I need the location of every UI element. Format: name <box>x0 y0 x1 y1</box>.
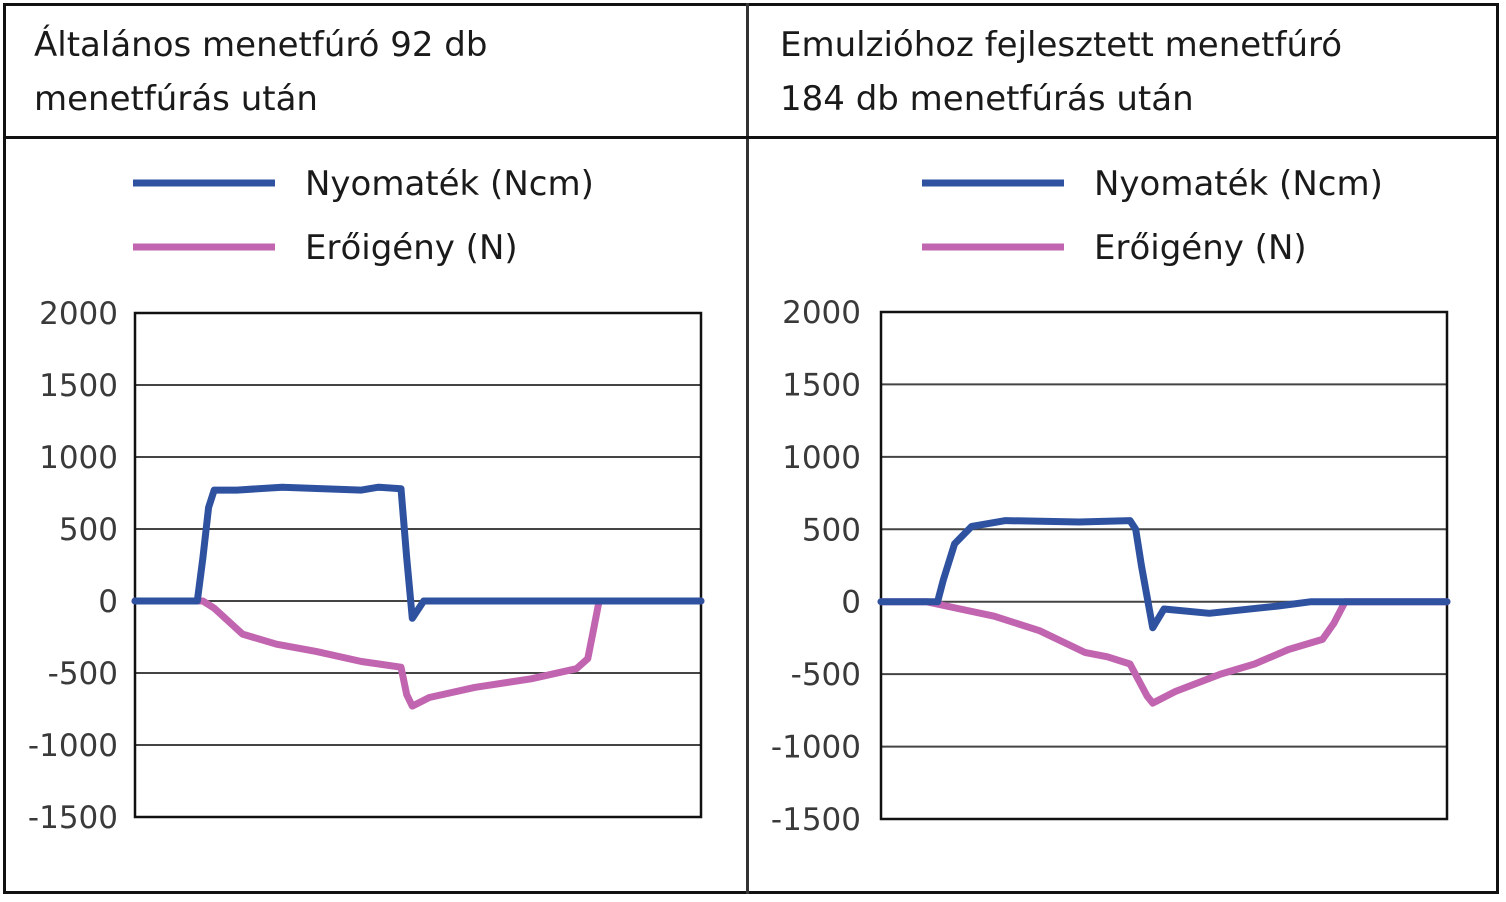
right-header-line1: Emulzióhoz fejlesztett menetfúró <box>780 25 1343 65</box>
legend-label-1: Erőigény (N) <box>1094 228 1307 268</box>
series-line-force <box>131 597 705 710</box>
y-tick-label: 2000 <box>39 296 118 332</box>
table-frame <box>3 3 1499 894</box>
legend-label-0: Nyomaték (Ncm) <box>305 164 594 204</box>
y-tick-label: 1500 <box>782 367 861 403</box>
y-tick-label: 0 <box>841 585 861 621</box>
y-tick-label: -500 <box>48 656 118 692</box>
right-chart: Nyomaték (Ncm) Erőigény (N) 2000 1500 1000 50… <box>771 164 1451 838</box>
left-chart: Nyomaték (Ncm) Erőigény (N) 2000 1500 1000 50… <box>28 164 705 836</box>
y-tick-label: 500 <box>802 512 861 548</box>
y-tick-label: -500 <box>791 657 861 693</box>
legend-label-1: Erőigény (N) <box>305 228 518 268</box>
y-tick-label: 0 <box>98 584 118 620</box>
y-tick-label: 500 <box>59 512 118 548</box>
left-header-line1: Általános menetfúró 92 db <box>34 25 488 65</box>
plot-area <box>133 311 703 819</box>
header-divider <box>3 136 1499 139</box>
left-header-line2: menetfúrás után <box>34 79 318 119</box>
y-tick-label: -1500 <box>28 800 118 836</box>
series-line-torque <box>131 483 705 622</box>
y-tick-label: 2000 <box>782 295 861 331</box>
y-tick-label: -1000 <box>28 728 118 764</box>
y-tick-label: 1500 <box>39 368 118 404</box>
right-header-line2: 184 db menetfúrás után <box>780 79 1194 119</box>
series-line-force <box>877 598 1451 707</box>
y-tick-label: -1500 <box>771 802 861 838</box>
left-panel-header: Általános menetfúró 92 db menetfúrás utá… <box>34 18 734 126</box>
y-tick-label: -1000 <box>771 730 861 766</box>
right-panel-header: Emulzióhoz fejlesztett menetfúró 184 db … <box>780 18 1480 126</box>
column-divider <box>746 3 749 894</box>
legend-label-0: Nyomaték (Ncm) <box>1094 164 1383 204</box>
y-tick-label: 1000 <box>782 440 861 476</box>
plot-area <box>879 310 1449 821</box>
y-tick-label: 1000 <box>39 440 118 476</box>
series-line-torque <box>877 517 1451 632</box>
